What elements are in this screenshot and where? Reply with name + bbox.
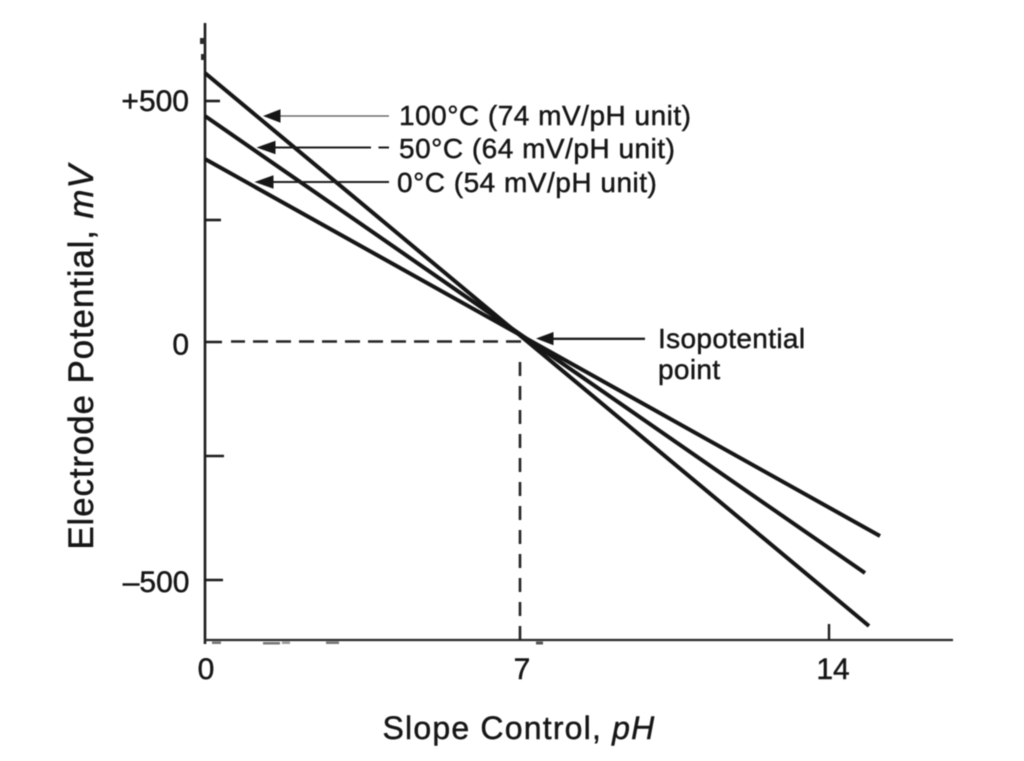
svg-text:Isopotential: Isopotential — [658, 323, 805, 354]
svg-text:–500: –500 — [123, 566, 190, 599]
svg-text:0: 0 — [172, 329, 189, 362]
svg-text:+500: +500 — [121, 85, 189, 118]
svg-text:point: point — [658, 354, 720, 385]
svg-text:0: 0 — [198, 653, 215, 686]
svg-text:Slope Control, pH: Slope Control, pH — [383, 710, 656, 746]
svg-text:100°C (74 mV/pH unit): 100°C (74 mV/pH unit) — [399, 100, 691, 131]
svg-text:7: 7 — [514, 653, 531, 686]
svg-text:Electrode Potential, mV: Electrode Potential, mV — [62, 162, 101, 550]
svg-text:0°C (54 mV/pH unit): 0°C (54 mV/pH unit) — [397, 167, 657, 198]
svg-text:50°C (64 mV/pH unit): 50°C (64 mV/pH unit) — [399, 133, 675, 164]
svg-text:14: 14 — [816, 653, 849, 686]
